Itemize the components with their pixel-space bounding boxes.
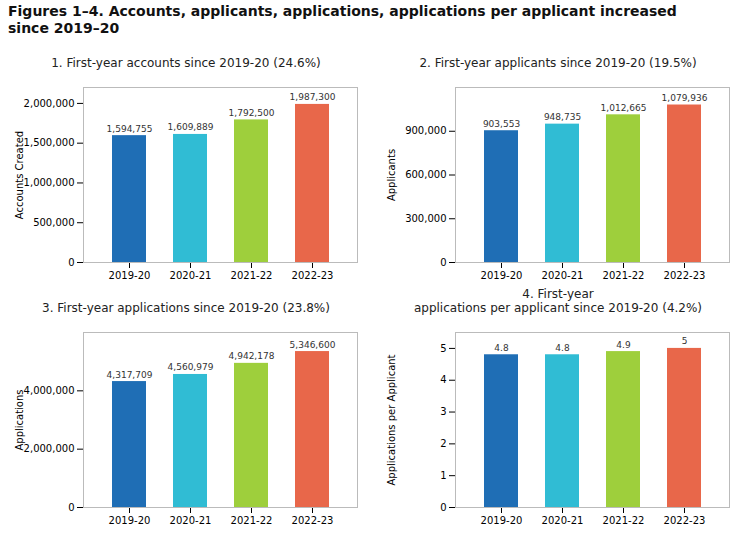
- svg-text:4.8: 4.8: [494, 342, 509, 352]
- svg-text:2021-22: 2021-22: [603, 514, 645, 525]
- svg-text:0: 0: [440, 256, 446, 267]
- svg-text:2021-22: 2021-22: [231, 269, 273, 280]
- svg-text:1,594,755: 1,594,755: [107, 123, 153, 133]
- html-text:4. First-year applications per: 4. First-year applications per applicant…: [413, 286, 703, 316]
- svg-text:2,000,000: 2,000,000: [24, 443, 75, 454]
- svg-text:2019-20: 2019-20: [109, 514, 151, 525]
- svg-text:900,000: 900,000: [405, 125, 446, 136]
- svg-text:1: 1: [440, 469, 446, 480]
- svg-text:2020-21: 2020-21: [170, 514, 212, 525]
- html-text:Figures 1–4. Accounts, applica: Figures 1–4. Accounts, applicants, appli…: [8, 3, 677, 36]
- svg-text:2021-22: 2021-22: [231, 514, 273, 525]
- svg-text:4.9: 4.9: [616, 339, 631, 349]
- svg-text:1,609,889: 1,609,889: [168, 122, 214, 132]
- svg-text:2: 2: [440, 438, 446, 449]
- svg-text:2019-20: 2019-20: [481, 514, 523, 525]
- svg-text:1,500,000: 1,500,000: [24, 137, 75, 148]
- svg-text:4,317,709: 4,317,709: [107, 369, 153, 379]
- html-text:2. First-year applicants since: 2. First-year applicants since 2019-20 (…: [419, 56, 697, 71]
- svg-text:500,000: 500,000: [33, 217, 74, 228]
- html-text:3. First-year applications sin: 3. First-year applications since 2019-20…: [42, 301, 330, 316]
- svg-text:2022-23: 2022-23: [292, 269, 334, 280]
- svg-text:600,000: 600,000: [405, 169, 446, 180]
- svg-text:1,987,300: 1,987,300: [290, 92, 336, 102]
- svg-text:0: 0: [440, 501, 446, 512]
- svg-text:2022-23: 2022-23: [664, 514, 706, 525]
- svg-text:2022-23: 2022-23: [664, 269, 706, 280]
- svg-text:948,735: 948,735: [544, 112, 581, 122]
- svg-text:2020-21: 2020-21: [542, 269, 584, 280]
- svg-text:Applications per Applicant: Applications per Applicant: [386, 354, 397, 485]
- svg-text:0: 0: [68, 256, 74, 267]
- svg-text:2019-20: 2019-20: [109, 269, 151, 280]
- svg-text:4,942,178: 4,942,178: [229, 351, 275, 361]
- html-text:1. First-year accounts since 2: 1. First-year accounts since 2019-20 (24…: [51, 56, 321, 71]
- svg-text:5,346,600: 5,346,600: [290, 339, 336, 349]
- svg-text:903,553: 903,553: [483, 118, 520, 128]
- svg-text:2020-21: 2020-21: [542, 514, 584, 525]
- svg-text:0: 0: [68, 501, 74, 512]
- svg-text:2020-21: 2020-21: [170, 269, 212, 280]
- svg-text:1,792,500: 1,792,500: [229, 108, 275, 118]
- svg-text:5: 5: [440, 342, 446, 353]
- svg-text:2022-23: 2022-23: [292, 514, 334, 525]
- svg-text:1,079,936: 1,079,936: [662, 93, 708, 103]
- svg-text:1,012,665: 1,012,665: [601, 102, 647, 112]
- svg-text:Applicants: Applicants: [386, 149, 397, 201]
- svg-text:3: 3: [440, 406, 446, 417]
- svg-text:2021-22: 2021-22: [603, 269, 645, 280]
- svg-text:1,000,000: 1,000,000: [24, 177, 75, 188]
- svg-text:5: 5: [682, 336, 688, 346]
- svg-text:Accounts Created: Accounts Created: [14, 130, 25, 218]
- svg-text:4.8: 4.8: [555, 342, 570, 352]
- svg-text:2,000,000: 2,000,000: [24, 97, 75, 108]
- svg-text:4,000,000: 4,000,000: [24, 385, 75, 396]
- svg-text:Applications: Applications: [14, 389, 25, 450]
- svg-text:4: 4: [440, 374, 446, 385]
- svg-text:300,000: 300,000: [405, 213, 446, 224]
- svg-text:4,560,979: 4,560,979: [168, 362, 214, 372]
- svg-text:2019-20: 2019-20: [481, 269, 523, 280]
